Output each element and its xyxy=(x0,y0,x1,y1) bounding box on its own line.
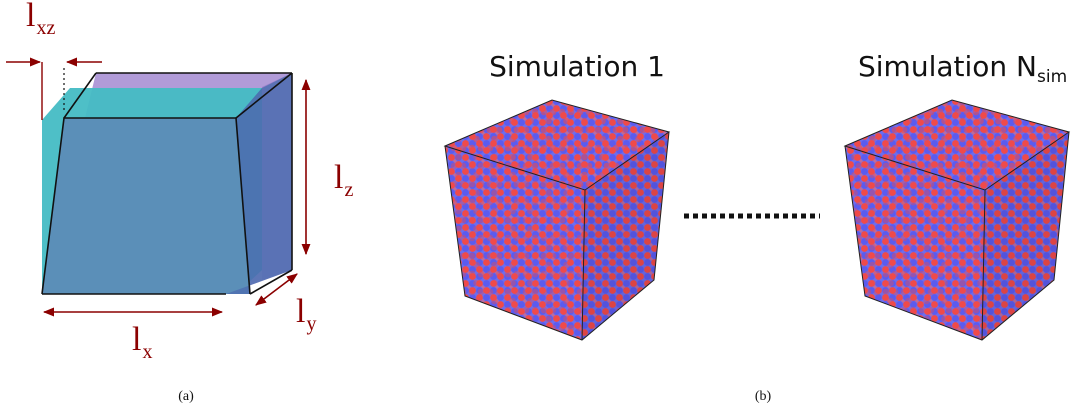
cube1-edges xyxy=(443,99,671,341)
simN-title: Simulation Nsim xyxy=(858,50,1067,87)
cubeN-right-shade xyxy=(982,132,1069,340)
label-lxz: lxz xyxy=(26,0,55,39)
box-outlines xyxy=(41,72,293,295)
sim1-title: Simulation 1 xyxy=(489,50,665,83)
panel-b: Simulation 1 Simulation Nsim xyxy=(443,50,1071,404)
cube1-top-overlay xyxy=(445,100,669,190)
ly-arrow xyxy=(255,273,298,306)
cubeN-top-overlay xyxy=(845,100,1069,190)
label-ly: ly xyxy=(296,293,316,335)
sheared-box-front xyxy=(42,118,250,294)
sheared-box-right-face xyxy=(226,73,292,294)
cube1-front-overlay xyxy=(445,146,585,340)
cube1-right-shade xyxy=(582,132,669,340)
atom-cube-n xyxy=(843,99,1071,341)
caption-a: (a) xyxy=(178,389,194,404)
label-lz: lz xyxy=(334,159,353,201)
panel-a: lxz lx ly lz (a) xyxy=(6,0,353,404)
cubeN-right xyxy=(982,132,1069,340)
cube1-right xyxy=(582,132,669,340)
caption-b: (b) xyxy=(755,389,772,404)
cubeN-front-overlay xyxy=(845,146,985,340)
cubeN-edges xyxy=(843,99,1071,341)
label-lx: lx xyxy=(132,321,152,363)
atom-cube-1 xyxy=(443,99,671,341)
